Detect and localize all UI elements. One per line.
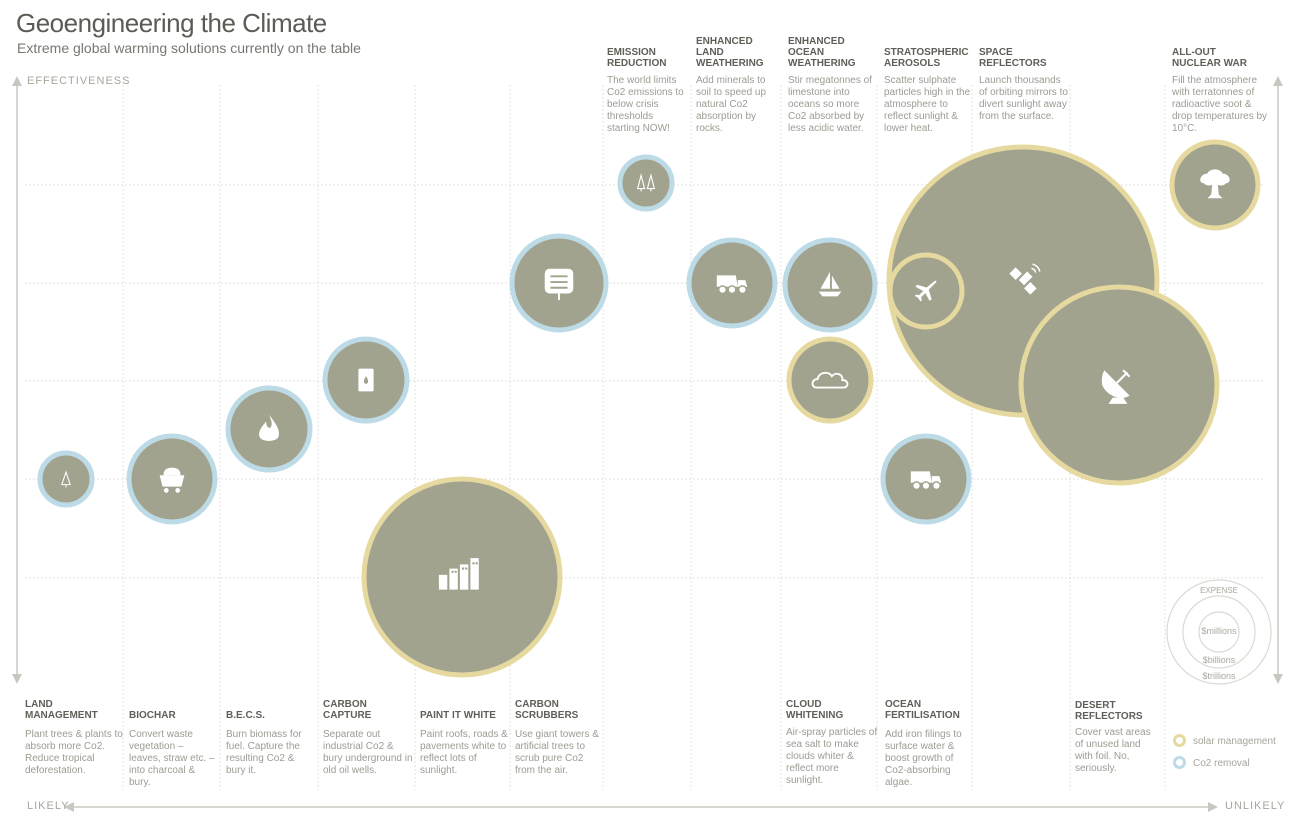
label-strato-text: Scatter sulphate particles high in the a… — [884, 75, 971, 134]
bubble-desert-reflectors — [1018, 284, 1220, 486]
bubble-circle-land-management — [37, 450, 95, 508]
expense-title: EXPENSE — [1200, 586, 1238, 595]
mushroom-cloud-icon — [1200, 169, 1230, 199]
expense-millions-label: $millions — [1201, 626, 1237, 636]
label-emission-text: The world limits Co2 emissions to below … — [607, 75, 684, 134]
dump-truck-icon — [910, 471, 942, 491]
bubble-circle-enhanced-ocean-weathering — [782, 237, 878, 333]
bubble-carbon-capture — [322, 336, 410, 424]
right-axis-arrow-down — [1273, 674, 1283, 684]
x-axis-arrow-right — [1208, 802, 1218, 812]
y-axis-label: EFFECTIVENESS — [27, 75, 131, 87]
satellite-dish-icon — [1101, 369, 1131, 404]
label-oceanw-text: Stir megatonnes of limestone into oceans… — [788, 75, 872, 134]
expense-ring-trillions — [1166, 579, 1272, 685]
label-strato-title: STRATOSPHERIC AEROSOLS — [884, 47, 969, 69]
x-axis-arrow-left — [64, 802, 74, 812]
label-cloud-text: Air-spray particles of sea salt to make … — [786, 727, 878, 786]
satellite-icon — [1009, 263, 1041, 295]
bubble-ocean-fertilisation — [880, 433, 972, 525]
city-icon — [438, 558, 479, 590]
label-desert-text: Cover vast areas of unused land with foi… — [1075, 727, 1151, 774]
label-cloud-title: CLOUD WHITENING — [786, 699, 844, 721]
axes — [12, 76, 1283, 812]
expense-ring-millions — [1198, 611, 1240, 653]
expense-trillions-label: $trillions — [1202, 671, 1236, 681]
label-scrub-title: CARBON SCRUBBERS — [515, 699, 579, 721]
x-axis-right-label: UNLIKELY — [1225, 800, 1286, 812]
trees-icon — [636, 173, 656, 192]
bubble-land-management — [37, 450, 95, 508]
bubble-b-e-c-s — [225, 385, 313, 473]
right-axis-arrow-up — [1273, 76, 1283, 86]
label-land-text: Plant trees & plants to absorb more Co2.… — [25, 729, 123, 776]
label-land-title: LAND MANAGEMENT — [25, 699, 98, 721]
label-scrub-text: Use giant towers & artificial trees to s… — [515, 729, 599, 776]
solar-legend-swatch — [1173, 734, 1186, 747]
airplane-icon — [914, 280, 937, 302]
expense-legend: EXPENSE $millions $billions $trillions — [1166, 579, 1272, 685]
bubble-cloud-whitening — [786, 336, 874, 424]
bubble-biochar — [126, 433, 218, 525]
chart-title: Geoengineering the Climate — [16, 8, 327, 38]
scrubber-icon — [544, 268, 574, 301]
co2-legend-swatch — [1173, 756, 1186, 769]
bubble-enhanced-land-weathering — [686, 237, 778, 329]
label-fert-title: OCEAN FERTILISATION — [885, 699, 960, 721]
label-capture-text: Separate out industrial Co2 & bury under… — [323, 729, 413, 776]
tree-icon — [61, 470, 71, 488]
sailboat-icon — [818, 271, 842, 297]
label-fert-text: Add iron filings to surface water & boos… — [885, 729, 962, 788]
label-landw-title: ENHANCED LAND WEATHERING — [696, 36, 764, 69]
expense-ring-billions — [1182, 595, 1256, 669]
label-becs-title: B.E.C.S. — [226, 710, 265, 721]
label-paint-text: Paint roofs, roads & pavements white to … — [420, 729, 508, 776]
bubble-stratospheric-aerosols — [887, 252, 965, 330]
bubbles — [37, 139, 1261, 678]
label-paint-title: PAINT IT WHITE — [420, 710, 496, 721]
solar-legend-label: solar management — [1193, 736, 1276, 747]
expense-billions-label: $billions — [1203, 655, 1236, 665]
chart-subtitle: Extreme global warming solutions current… — [17, 40, 361, 56]
mine-cart-icon — [159, 467, 185, 493]
label-biochar-text: Convert waste vegetation – leaves, straw… — [129, 729, 215, 788]
label-oceanw-title: ENHANCED OCEAN WEATHERING — [788, 36, 856, 69]
flame-icon — [259, 414, 279, 441]
label-space-title: SPACE REFLECTORS — [979, 47, 1047, 69]
label-nuclear-title: ALL-OUT NUCLEAR WAR — [1172, 47, 1247, 69]
bubble-carbon-scrubbers — [509, 233, 609, 333]
bubble-all-out-nuclear-war — [1169, 139, 1261, 231]
label-desert-title: DESERT REFLECTORS — [1075, 700, 1143, 722]
oil-barrel-icon — [358, 368, 374, 392]
label-emission-title: EMISSION REDUCTION — [607, 47, 667, 69]
bubble-paint-it-white — [361, 476, 563, 678]
co2-legend-label: Co2 removal — [1193, 758, 1250, 769]
bubble-emission-reduction — [617, 154, 675, 212]
cloud-icon — [811, 371, 849, 389]
y-axis-arrow-down — [12, 674, 22, 684]
bubble-circle-emission-reduction — [617, 154, 675, 212]
label-nuclear-text: Fill the atmosphere with terratonnes of … — [1172, 75, 1268, 134]
y-axis-arrow-up — [12, 76, 22, 86]
bubble-enhanced-ocean-weathering — [782, 237, 878, 333]
x-axis-left-label: LIKELY — [27, 800, 70, 812]
label-landw-text: Add minerals to soil to speed up natural… — [696, 75, 767, 134]
label-capture-title: CARBON CAPTURE — [323, 699, 372, 721]
label-becs-text: Burn biomass for fuel. Capture the resul… — [226, 729, 302, 776]
label-biochar-title: BIOCHAR — [129, 710, 176, 721]
label-space-text: Launch thousands of orbiting mirrors to … — [979, 75, 1068, 122]
bubble-circle-cloud-whitening — [786, 336, 874, 424]
dump-truck-icon — [716, 275, 748, 295]
